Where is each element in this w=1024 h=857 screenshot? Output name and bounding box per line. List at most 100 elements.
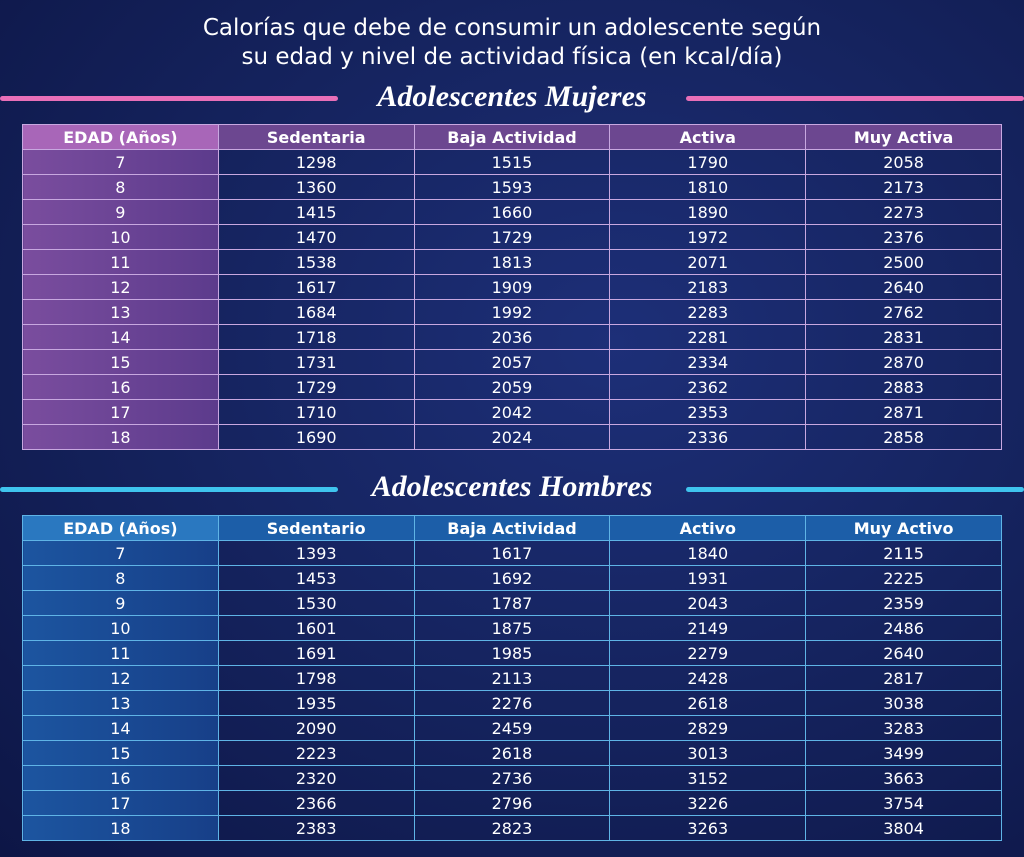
table-cell: 2273 [805,199,1002,225]
table-cell: 12 [22,665,219,691]
table-cell: 9 [22,199,219,225]
column-header: Muy Activa [805,124,1002,150]
table-row: 15 2223 2618 3013 3499 [22,740,1002,766]
table-cell: 2320 [217,765,415,791]
divider [0,487,338,492]
column-header: Sedentaria [217,124,415,150]
table-cell: 2281 [609,324,807,350]
table-cell: 1931 [609,565,807,591]
table: EDAD (Años) Sedentaria Baja Actividad Activ… [22,124,1002,450]
table-cell: 2736 [413,765,611,791]
table-cell: 2362 [609,374,807,400]
table-cell: 1790 [609,149,807,175]
table-cell: 2336 [609,424,807,450]
table-cell: 2279 [609,640,807,666]
table-cell: 13 [22,690,219,716]
table-cell: 1690 [217,424,415,450]
table-cell: 1890 [609,199,807,225]
table-cell: 1453 [217,565,415,591]
table-cell: 2858 [805,424,1002,450]
table-cell: 2359 [805,590,1002,616]
table-cell: 3663 [805,765,1002,791]
table-row: 13 1935 2276 2618 3038 [22,690,1002,716]
table-cell: 7 [22,149,219,175]
table-row: 15 1731 2057 2334 2870 [22,349,1002,375]
table-cell: 2870 [805,349,1002,375]
table-row: 17 1710 2042 2353 2871 [22,399,1002,425]
table-cell: 2036 [413,324,611,350]
column-header: EDAD (Años) [22,124,219,150]
table-row: 13 1684 1992 2283 2762 [22,299,1002,325]
table-cell: 2225 [805,565,1002,591]
table-cell: 2183 [609,274,807,300]
table-cell: 11 [22,249,219,275]
table-cell: 8 [22,174,219,200]
table-cell: 3263 [609,815,807,841]
table-cell: 3226 [609,790,807,816]
table-cell: 1875 [413,615,611,641]
table-row: 11 1538 1813 2071 2500 [22,249,1002,275]
column-header: Sedentario [217,515,415,541]
table-row: 10 1470 1729 1972 2376 [22,224,1002,250]
table-cell: 17 [22,399,219,425]
table-row: 9 1415 1660 1890 2273 [22,199,1002,225]
table-cell: 1617 [413,540,611,566]
table-cell: 3804 [805,815,1002,841]
table-cell: 1530 [217,590,415,616]
table-cell: 3499 [805,740,1002,766]
table-row: 16 1729 2059 2362 2883 [22,374,1002,400]
table-cell: 2059 [413,374,611,400]
table-cell: 2334 [609,349,807,375]
table-cell: 12 [22,274,219,300]
table-cell: 2486 [805,615,1002,641]
table-cell: 3152 [609,765,807,791]
table-cell: 1538 [217,249,415,275]
table-cell: 2459 [413,715,611,741]
table-cell: 1617 [217,274,415,300]
table-cell: 2796 [413,790,611,816]
table-cell: 16 [22,374,219,400]
divider [0,96,338,101]
section-title: Adolescentes Mujeres [377,80,647,113]
table-cell: 1840 [609,540,807,566]
table-row: 12 1798 2113 2428 2817 [22,665,1002,691]
table-cell: 2618 [609,690,807,716]
column-header: Baja Actividad [413,124,611,150]
table-cell: 3283 [805,715,1002,741]
table-cell: 2823 [413,815,611,841]
table-cell: 2058 [805,149,1002,175]
table-cell: 2057 [413,349,611,375]
table-cell: 1813 [413,249,611,275]
table: EDAD (Años) Sedentario Baja Actividad Activ… [22,515,1002,841]
table-cell: 3013 [609,740,807,766]
table-cell: 15 [22,740,219,766]
table-cell: 1729 [413,224,611,250]
table-row: 11 1691 1985 2279 2640 [22,640,1002,666]
table-cell: 2115 [805,540,1002,566]
table-cell: 2883 [805,374,1002,400]
table-row: 8 1360 1593 1810 2173 [22,174,1002,200]
table-row: 14 1718 2036 2281 2831 [22,324,1002,350]
table-cell: 2618 [413,740,611,766]
table-cell: 1992 [413,299,611,325]
table-cell: 1985 [413,640,611,666]
table-cell: 1601 [217,615,415,641]
table-row: 7 1393 1617 1840 2115 [22,540,1002,566]
table-cell: 2366 [217,790,415,816]
table-cell: 1729 [217,374,415,400]
table-cell: 10 [22,615,219,641]
table-row: 8 1453 1692 1931 2225 [22,565,1002,591]
table-cell: 2043 [609,590,807,616]
table-cell: 13 [22,299,219,325]
table-cell: 2640 [805,274,1002,300]
table-row: 12 1617 1909 2183 2640 [22,274,1002,300]
table-cell: 2090 [217,715,415,741]
table-row: 10 1601 1875 2149 2486 [22,615,1002,641]
title-line: Calorías que debe de consumir un adolesc… [202,15,822,41]
table-row: 7 1298 1515 1790 2058 [22,149,1002,175]
table-cell: 1298 [217,149,415,175]
table-cell: 2829 [609,715,807,741]
table-cell: 2500 [805,249,1002,275]
table-cell: 9 [22,590,219,616]
table-cell: 3038 [805,690,1002,716]
